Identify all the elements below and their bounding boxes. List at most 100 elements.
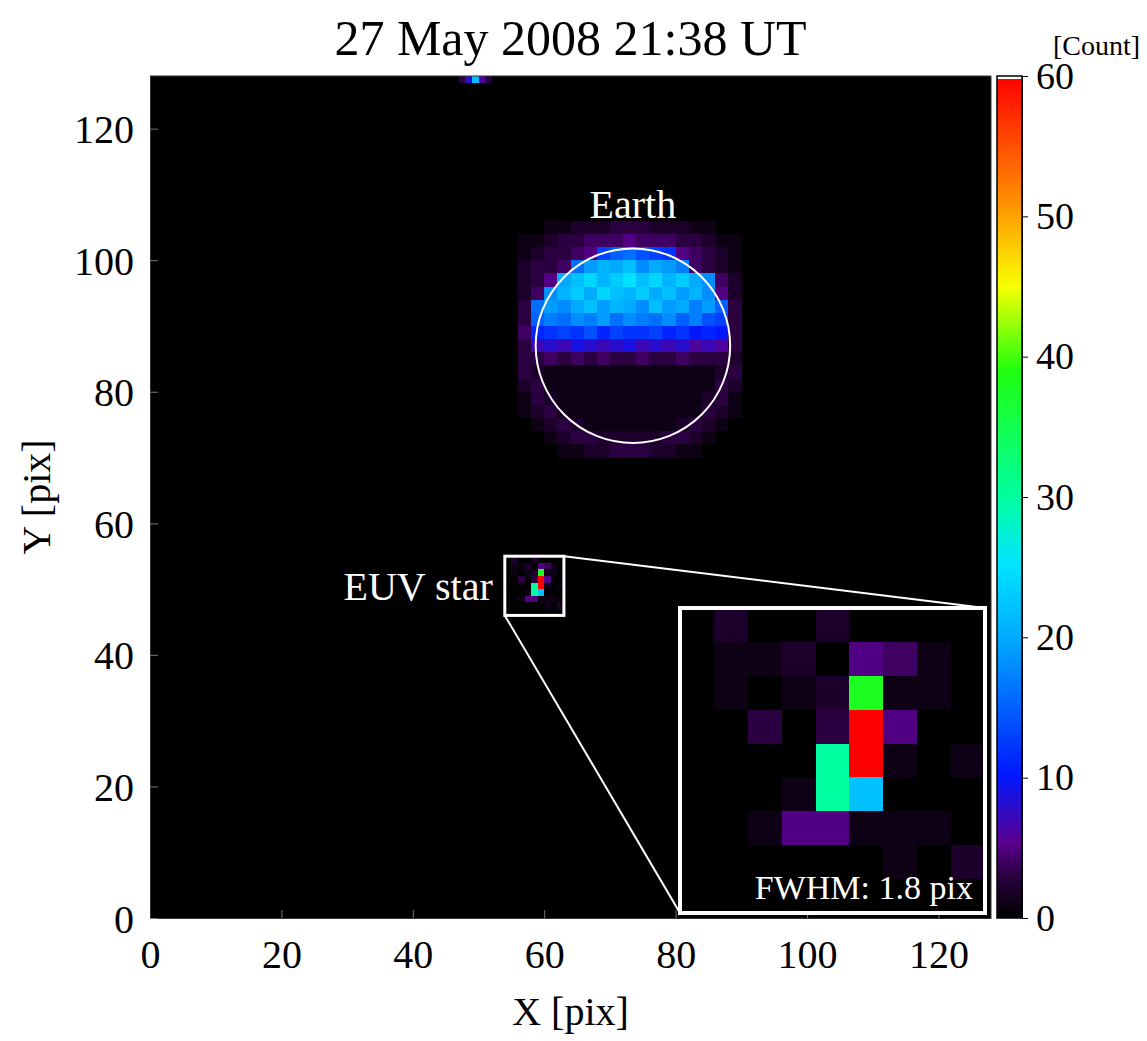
- tick: 80: [94, 370, 158, 415]
- heat-cell: [518, 221, 532, 235]
- heat-cell: [623, 339, 637, 353]
- heat-cell: [623, 260, 637, 274]
- heat-cell: [584, 326, 598, 340]
- heat-cell: [676, 352, 690, 366]
- heat-cell: [748, 777, 782, 811]
- tick-mark: [150, 918, 158, 919]
- heat-cell: [728, 260, 742, 274]
- heat-cell: [662, 405, 676, 419]
- heat-cell: [544, 418, 558, 432]
- cells-edge: [459, 76, 492, 83]
- heat-cell: [518, 569, 525, 576]
- heat-cell: [715, 247, 729, 261]
- heat-cell: [676, 287, 690, 301]
- heat-cell: [702, 326, 716, 340]
- heat-cell: [649, 365, 663, 379]
- heat-cell: [662, 300, 676, 314]
- heat-cell: [649, 234, 663, 248]
- heat-cell: [597, 326, 611, 340]
- heat-cell: [531, 392, 545, 406]
- heat-cell: [557, 431, 571, 445]
- heat-cell: [680, 710, 714, 744]
- heat-cell: [623, 300, 637, 314]
- heat-cell: [680, 777, 714, 811]
- heat-cell: [849, 642, 883, 676]
- heat-cell: [649, 392, 663, 406]
- tick: 120: [74, 107, 158, 152]
- tick-label: 20: [94, 765, 134, 810]
- heat-cell: [584, 365, 598, 379]
- plot-area: [459, 76, 742, 616]
- heat-cell: [649, 247, 663, 261]
- y-axis-title: Y [pix]: [14, 439, 59, 554]
- colorbar-tick-label: 0: [1036, 897, 1055, 939]
- heat-cell: [610, 405, 624, 419]
- heat-cell: [597, 234, 611, 248]
- star-label: EUV star: [344, 564, 493, 609]
- heat-cell: [571, 352, 585, 366]
- heat-cell: [951, 744, 985, 778]
- heat-cell: [748, 744, 782, 778]
- heat-cell: [597, 300, 611, 314]
- heat-cell: [662, 352, 676, 366]
- heat-cell: [782, 710, 816, 744]
- heat-cell: [610, 379, 624, 393]
- heat-cell: [883, 811, 917, 845]
- heat-cell: [702, 352, 716, 366]
- heat-cell: [511, 569, 518, 576]
- colorbar-frame: [997, 76, 1022, 918]
- cells-earth: [518, 221, 742, 458]
- heat-cell: [571, 365, 585, 379]
- heat-cell: [538, 596, 545, 603]
- heat-cell: [557, 444, 571, 458]
- colorbar-tick-mark: [1022, 918, 1028, 919]
- heat-cell: [917, 811, 951, 845]
- tick-mark: [150, 523, 158, 524]
- heat-cell: [649, 313, 663, 327]
- heat-cell: [917, 777, 951, 811]
- heat-cell: [728, 392, 742, 406]
- heat-cell: [636, 300, 650, 314]
- heat-cell: [597, 392, 611, 406]
- heat-cell: [544, 405, 558, 419]
- heat-cell: [597, 339, 611, 353]
- heat-cell: [883, 710, 917, 744]
- heat-cell: [715, 431, 729, 445]
- heat-cell: [714, 744, 748, 778]
- heat-cell: [525, 563, 532, 570]
- heat-cell: [728, 418, 742, 432]
- heat-cell: [610, 326, 624, 340]
- plot-background: [150, 76, 991, 918]
- heat-cell: [715, 444, 729, 458]
- heat-cell: [518, 326, 532, 340]
- heat-cell: [571, 234, 585, 248]
- zoom-line: [505, 615, 680, 913]
- heat-cell: [702, 313, 716, 327]
- tick-mark: [281, 910, 282, 918]
- heat-cell: [676, 221, 690, 235]
- heat-cell: [636, 273, 650, 287]
- heat-cell: [782, 676, 816, 710]
- heat-cell: [715, 221, 729, 235]
- heat-cell: [544, 576, 551, 583]
- colorbar-tick-mark: [1022, 497, 1028, 498]
- heat-cell: [816, 777, 850, 811]
- heat-cell: [538, 589, 545, 596]
- heat-cell: [715, 418, 729, 432]
- heat-cell: [597, 260, 611, 274]
- heat-cell: [557, 352, 571, 366]
- heat-cell: [557, 326, 571, 340]
- heat-cell: [917, 744, 951, 778]
- heat-cell: [782, 642, 816, 676]
- heat-cell: [518, 596, 525, 603]
- heat-cell: [680, 744, 714, 778]
- heat-cell: [525, 576, 532, 583]
- heat-cell: [689, 352, 703, 366]
- heat-cell: [584, 352, 598, 366]
- heat-cell: [702, 431, 716, 445]
- heat-cell: [816, 642, 850, 676]
- heat-cell: [544, 365, 558, 379]
- heat-cell: [538, 563, 545, 570]
- heat-cell: [610, 392, 624, 406]
- tick: 100: [74, 239, 158, 284]
